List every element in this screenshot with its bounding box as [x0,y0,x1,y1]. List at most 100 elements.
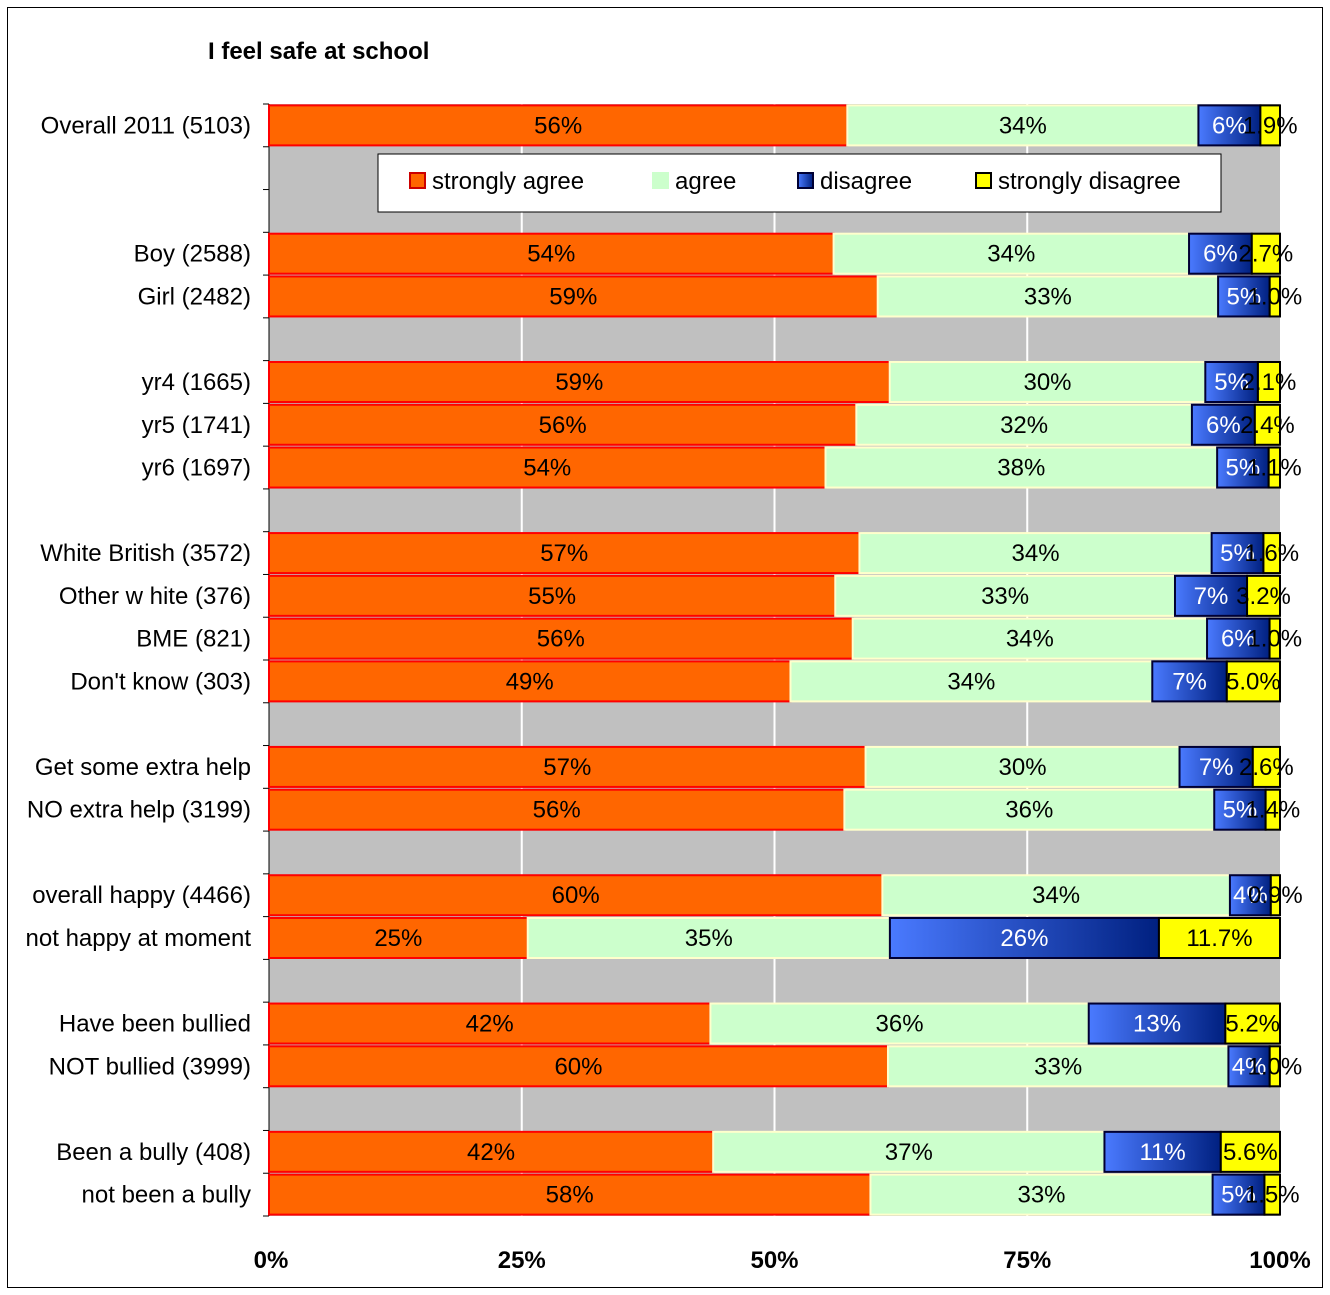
bar-strongly-disagree-girl-2482 [1268,275,1282,318]
bar-agree-white-british-3572 [858,532,1213,575]
data-label-strongly-agree-yr6-1697: 54% [523,455,571,482]
data-label-strongly-disagree-bme-821: 1.0% [1247,626,1302,653]
data-label-disagree-don-t-know-303: 7% [1172,668,1207,695]
data-label-strongly-disagree-boy-2588: 2.7% [1239,241,1294,268]
data-label-disagree-yr5-1741: 6% [1206,412,1241,439]
bar-strongly-disagree-white-british-3572 [1262,532,1282,575]
bar-strongly-disagree-yr5-1741 [1253,403,1281,446]
bar-strongly-disagree-no-extra-help-3199 [1264,788,1281,831]
bar-disagree-yr5-1741 [1190,403,1256,446]
bar-strongly-disagree-been-a-bully-408 [1219,1130,1281,1173]
bar-strongly-agree-get-some-extra-help [268,745,867,788]
chart-frame [7,7,1323,1288]
data-label-agree-other-w-hite-376: 33% [981,583,1029,610]
bar-strongly-agree-white-british-3572 [268,532,861,575]
bar-agree-get-some-extra-help [864,745,1181,788]
bar-strongly-disagree-get-some-extra-help [1251,745,1281,788]
bar-strongly-disagree-yr6-1697 [1267,446,1281,489]
data-label-strongly-disagree-no-extra-help-3199: 1.4% [1245,797,1300,824]
data-label-agree-boy-2588: 34% [987,241,1035,268]
data-label-strongly-agree-get-some-extra-help: 57% [543,754,591,781]
bar-strongly-disagree-bme-821 [1268,617,1281,660]
data-label-agree-yr6-1697: 38% [997,455,1045,482]
bar-disagree-don-t-know-303 [1151,660,1228,703]
data-label-strongly-disagree-not-happy-at-moment: 11.7% [1186,925,1252,952]
x-tick-label-75: 75% [1003,1247,1051,1274]
x-tick-label-0: 0% [254,1247,289,1274]
data-label-agree-girl-2482: 33% [1024,283,1072,310]
legend-label-strongly-disagree: strongly disagree [998,168,1181,195]
data-label-agree-bme-821: 34% [1006,626,1054,653]
category-label-not-been-a-bully: not been a bully [82,1182,251,1209]
data-label-agree-been-a-bully-408: 37% [885,1139,933,1166]
bar-strongly-agree-been-a-bully-408 [268,1130,715,1173]
bar-strongly-agree-boy-2588 [268,232,835,275]
data-label-strongly-disagree-not-bullied-3999: 1.0% [1247,1053,1302,1080]
data-label-agree-have-been-bullied: 36% [876,1011,924,1038]
category-label-other-w-hite-376: Other w hite (376) [59,583,251,610]
x-tick-label-25: 25% [498,1247,546,1274]
bar-disagree-yr6-1697 [1216,446,1270,489]
category-label-not-bullied-3999: NOT bullied (3999) [49,1053,251,1080]
bar-disagree-overall-happy-4466 [1228,874,1272,917]
bar-strongly-disagree-not-happy-at-moment [1157,917,1281,959]
category-label-have-been-bullied: Have been bullied [59,1011,251,1038]
category-label-overall-2011-5103: Overall 2011 (5103) [41,112,251,139]
bar-strongly-agree-other-w-hite-376 [268,574,837,617]
data-label-strongly-disagree-not-been-a-bully: 1.5% [1245,1182,1300,1209]
data-label-strongly-agree-don-t-know-303: 49% [506,668,554,695]
bar-strongly-disagree-yr4-1665 [1256,361,1281,403]
data-label-strongly-agree-yr5-1741: 56% [539,412,587,439]
bar-strongly-agree-not-bullied-3999 [268,1045,889,1088]
bar-agree-don-t-know-303 [789,660,1154,703]
category-label-yr6-1697: yr6 (1697) [142,455,251,482]
data-label-disagree-overall-happy-4466: 4% [1233,882,1268,909]
data-label-agree-overall-2011-5103: 34% [999,112,1047,139]
data-label-disagree-yr4-1665: 5% [1214,369,1249,396]
data-label-strongly-agree-have-been-bullied: 42% [466,1011,514,1038]
bar-agree-yr6-1697 [824,446,1219,489]
bar-agree-yr5-1741 [855,403,1193,446]
data-label-strongly-agree-been-a-bully-408: 42% [467,1139,515,1166]
data-label-disagree-get-some-extra-help: 7% [1199,754,1234,781]
bar-agree-overall-happy-4466 [881,874,1231,917]
data-label-strongly-disagree-been-a-bully-408: 5.6% [1223,1139,1278,1166]
legend-label-strongly-agree: strongly agree [432,168,584,195]
data-label-disagree-overall-2011-5103: 6% [1212,112,1247,139]
bar-disagree-not-been-a-bully [1211,1173,1266,1216]
data-label-strongly-agree-bme-821: 56% [537,626,585,653]
bar-agree-boy-2588 [832,232,1191,275]
bar-strongly-disagree-overall-2011-5103 [1259,104,1281,147]
data-label-strongly-agree-not-happy-at-moment: 25% [374,925,422,952]
x-tick-label-50: 50% [750,1247,798,1274]
data-label-disagree-other-w-hite-376: 7% [1194,583,1229,610]
data-label-strongly-disagree-overall-2011-5103: 1.9% [1243,112,1298,139]
bar-strongly-agree-girl-2482 [268,275,879,318]
x-tick-label-100: 100% [1249,1247,1310,1274]
data-label-disagree-been-a-bully-408: 11% [1139,1139,1185,1166]
data-label-disagree-have-been-bullied: 13% [1133,1011,1181,1038]
bar-agree-been-a-bully-408 [712,1130,1106,1173]
data-label-strongly-disagree-overall-happy-4466: 0.9% [1248,882,1303,909]
data-label-disagree-not-been-a-bully: 5% [1221,1182,1256,1209]
data-label-agree-yr5-1741: 32% [1000,412,1048,439]
data-label-strongly-disagree-girl-2482: 1.0% [1247,283,1302,310]
bar-agree-overall-2011-5103 [846,104,1200,147]
bar-strongly-disagree-overall-happy-4466 [1269,874,1282,917]
bar-strongly-disagree-not-been-a-bully [1263,1173,1282,1216]
data-label-agree-don-t-know-303: 34% [947,668,995,695]
category-label-girl-2482: Girl (2482) [138,283,251,310]
bar-strongly-agree-overall-happy-4466 [268,874,884,917]
bar-disagree-get-some-extra-help [1178,745,1254,788]
bar-strongly-agree-have-been-bullied [268,1002,712,1045]
legend-swatch-agree [652,172,669,189]
data-label-strongly-agree-not-been-a-bully: 58% [546,1182,594,1209]
data-label-disagree-not-bullied-3999: 4% [1232,1053,1267,1080]
bar-disagree-have-been-bullied [1087,1002,1227,1045]
bar-strongly-disagree-have-been-bullied [1224,1002,1281,1045]
category-label-been-a-bully-408: Been a bully (408) [56,1139,251,1166]
data-label-disagree-bme-821: 6% [1221,626,1256,653]
data-label-agree-overall-happy-4466: 34% [1032,882,1080,909]
data-label-strongly-agree-no-extra-help-3199: 56% [533,797,581,824]
category-label-not-happy-at-moment: not happy at moment [26,925,252,952]
